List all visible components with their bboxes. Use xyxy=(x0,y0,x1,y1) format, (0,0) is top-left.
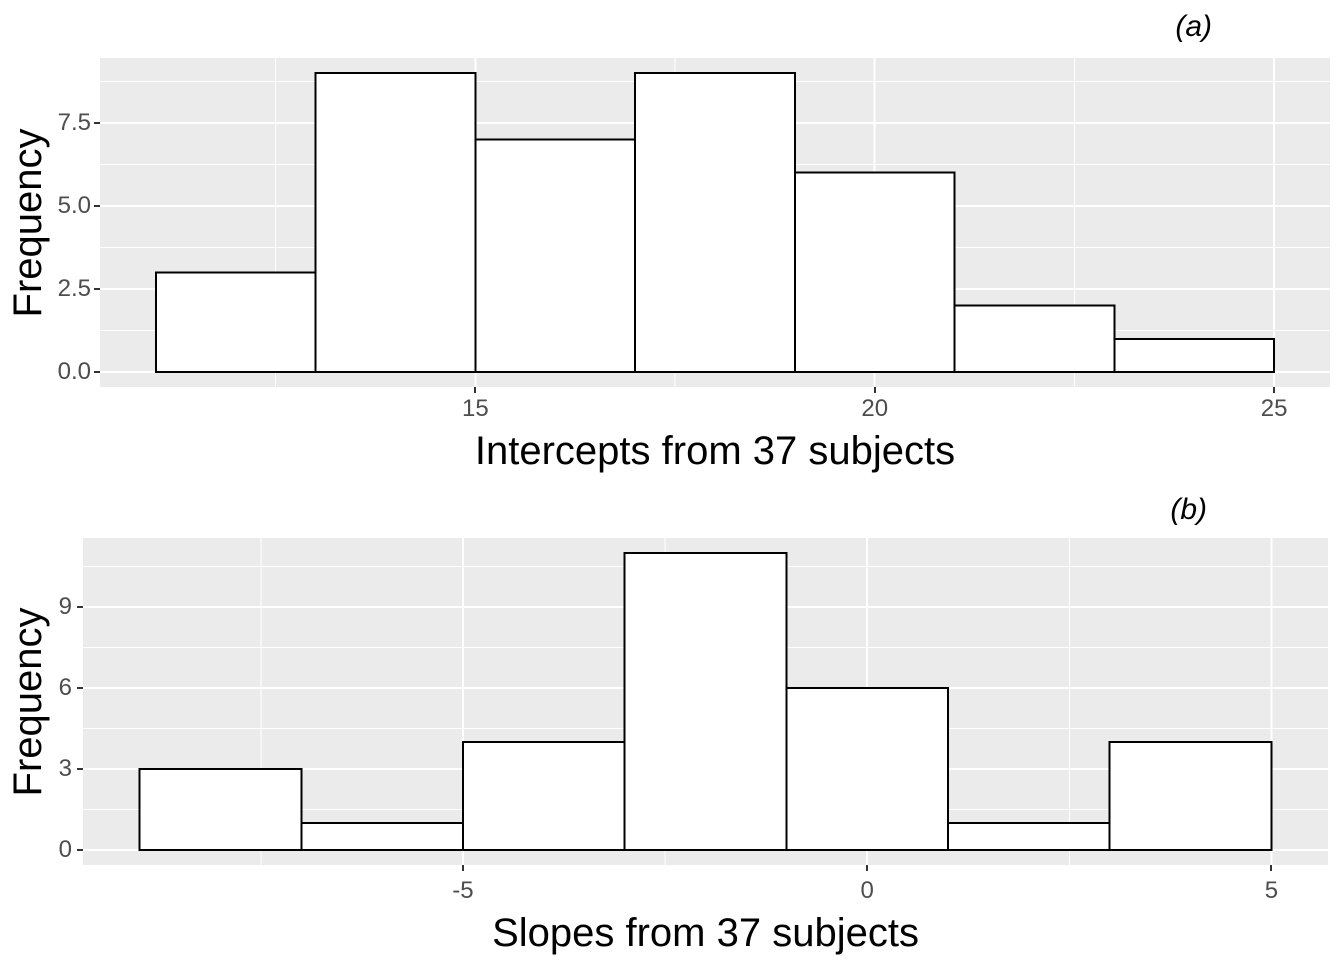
histogram-bar-b-6 xyxy=(1108,741,1273,852)
y-tick-label: 5.0 xyxy=(57,191,91,219)
y-tick-mark xyxy=(94,204,100,207)
histogram-bar-b-2 xyxy=(461,741,626,852)
x-axis-title-a: Intercepts from 37 subjects xyxy=(474,429,956,473)
histogram-bar-b-3 xyxy=(623,551,788,852)
histogram-bar-a-2 xyxy=(474,138,637,374)
histogram-bar-b-4 xyxy=(785,686,950,852)
x-tick-mark xyxy=(873,387,876,393)
histogram-bar-b-5 xyxy=(947,822,1111,852)
x-tick-mark xyxy=(1273,387,1276,393)
y-axis-title-a: Frequency xyxy=(6,128,50,317)
y-tick-mark xyxy=(77,849,83,852)
y-tick-mark xyxy=(94,121,100,124)
plot-area-a xyxy=(100,58,1330,387)
plot-area-b xyxy=(83,538,1328,865)
y-tick-label: 6 xyxy=(58,673,72,701)
histogram-bar-a-4 xyxy=(793,171,956,374)
panel-tag-b: (b) xyxy=(1170,493,1207,526)
x-tick-label: 25 xyxy=(1260,395,1288,422)
y-tick-label: 3 xyxy=(58,755,72,783)
y-tick-label: 9 xyxy=(58,592,72,620)
y-tick-label: 7.5 xyxy=(57,108,91,136)
x-tick-mark xyxy=(1270,865,1273,871)
histogram-svg-b xyxy=(83,538,1328,865)
histogram-bar-a-3 xyxy=(634,71,796,374)
x-tick-mark xyxy=(461,865,464,871)
x-tick-label: 15 xyxy=(462,395,489,422)
y-tick-label: 0.0 xyxy=(57,358,91,386)
y-tick-mark xyxy=(77,605,83,608)
histogram-bar-a-6 xyxy=(1113,337,1276,374)
x-tick-label: 5 xyxy=(1264,877,1279,904)
histogram-bar-b-0 xyxy=(138,768,303,852)
histogram-bar-a-1 xyxy=(314,71,477,374)
x-tick-mark xyxy=(474,387,477,393)
x-axis-title-b: Slopes from 37 subjects xyxy=(492,911,919,955)
x-tick-label: 0 xyxy=(860,877,874,904)
y-tick-mark xyxy=(94,287,100,290)
histogram-svg-a xyxy=(100,58,1330,387)
y-tick-label: 2.5 xyxy=(57,274,91,302)
y-tick-mark xyxy=(94,371,100,374)
x-tick-label: 20 xyxy=(861,395,889,422)
y-tick-label: 0 xyxy=(58,836,72,864)
panel-tag-a: (a) xyxy=(1175,10,1212,43)
histogram-bar-b-1 xyxy=(300,822,464,852)
y-axis-title-b: Frequency xyxy=(6,607,50,796)
x-tick-label: -5 xyxy=(452,877,474,904)
y-tick-mark xyxy=(77,686,83,689)
histogram-bar-a-0 xyxy=(154,271,317,374)
y-tick-mark xyxy=(77,768,83,771)
histogram-bar-a-5 xyxy=(953,304,1116,374)
x-tick-mark xyxy=(866,865,869,871)
